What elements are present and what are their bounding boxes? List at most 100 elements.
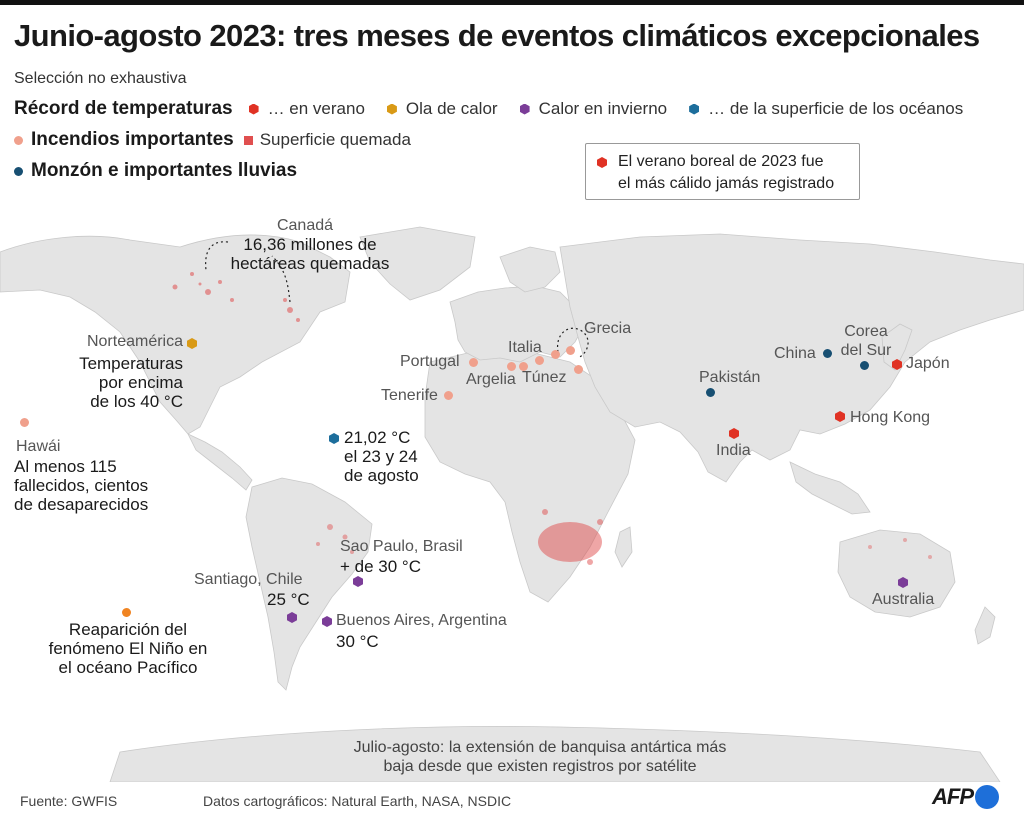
land-new-zealand — [974, 606, 996, 645]
land-asia — [559, 233, 1024, 483]
santiago-value: 25 °C — [267, 590, 310, 609]
buenos-aires-winter-heat-marker — [322, 616, 332, 627]
sao-paulo-winter-heat-marker — [353, 576, 363, 587]
china-monsoon-marker — [823, 349, 832, 358]
ocean-record-annotation: 21,02 °C el 23 y 24 de agosto — [344, 428, 419, 485]
el-nino-marker — [122, 608, 131, 617]
world-map — [0, 212, 1024, 782]
korea-monsoon-marker — [860, 361, 869, 370]
hawaii-line: Al menos 115 — [14, 457, 117, 476]
sao-paulo-value: + de 30 °C — [340, 557, 421, 576]
grecia-label: Grecia — [584, 320, 632, 337]
afp-logo-circle — [975, 785, 999, 809]
land-scandinavia — [499, 246, 561, 293]
canada-pointer — [271, 255, 291, 303]
el-nino-annotation: Reaparición del fenómeno El Niño en el o… — [28, 620, 228, 677]
land-north-america — [0, 234, 351, 435]
china-label: China — [774, 345, 816, 362]
tunisia-fire-marker — [574, 365, 583, 374]
australia-label: Australia — [872, 591, 935, 608]
portugal-label: Portugal — [400, 353, 460, 370]
algeria-fire-marker-2 — [519, 362, 528, 371]
greece-fire-marker — [566, 346, 575, 355]
india-label: India — [716, 442, 751, 459]
blue-hexagon-icon — [689, 103, 700, 115]
north-america-name: Norteamérica — [86, 333, 183, 350]
hong-kong-summer-record-marker — [835, 411, 845, 422]
na-line: por encima — [98, 373, 183, 392]
canada-name: Canadá — [276, 217, 334, 234]
ocean-line: el 23 y 24 — [344, 447, 418, 466]
page-title: Junio-agosto 2023: tres meses de eventos… — [14, 18, 980, 53]
canada-annotation: 16,36 millones de hectáreas quemadas — [220, 235, 400, 273]
buenos-aires-value: 30 °C — [336, 632, 379, 651]
north-america-annotation: Temperaturas por encima de los 40 °C — [40, 354, 183, 411]
canada-annotation-line: 16,36 millones de — [243, 235, 377, 254]
legend-label: Calor en invierno — [538, 99, 668, 118]
ocean-line: 21,02 °C — [344, 428, 411, 447]
tenerife-label: Tenerife — [381, 387, 438, 404]
legend-label: … de la superficie de los océanos — [708, 99, 964, 118]
legend-fire-row: Incendios importantes Superficie quemada — [14, 129, 433, 151]
hawaii-fire-marker — [20, 418, 29, 427]
italy-fire-marker-2 — [551, 350, 560, 359]
italy-fire-marker — [535, 356, 544, 365]
canada-label: Canadá — [240, 216, 370, 235]
korea-line: Corea — [844, 323, 888, 340]
japan-summer-record-marker — [892, 359, 902, 370]
korea-label: Corea del Sur — [836, 322, 896, 360]
north-america-heatwave-marker — [187, 338, 197, 349]
japan-label: Japón — [906, 355, 950, 372]
santiago-name: Santiago, Chile — [194, 571, 303, 588]
canada-annotation-line: hectáreas quemadas — [230, 254, 390, 273]
argelia-label: Argelia — [466, 371, 516, 388]
legend-monsoon-heading: Monzón e importantes lluvias — [31, 160, 298, 181]
burned-area-australia — [868, 538, 932, 559]
burned-area-canada — [172, 272, 300, 322]
hong-kong-label: Hong Kong — [850, 409, 931, 426]
burned-area-patches — [172, 272, 932, 565]
navy-dot-icon — [14, 166, 23, 176]
algeria-fire-marker-1 — [507, 362, 516, 371]
nino-line: Reaparición del — [68, 620, 188, 639]
land-greenland — [359, 226, 476, 301]
burned-area-africa — [538, 509, 603, 565]
nino-line: el océano Pacífico — [58, 658, 198, 677]
salmon-dot-icon — [14, 135, 23, 145]
land-central-america — [187, 433, 253, 491]
burned-area-south-america — [316, 524, 354, 554]
legend-temperature-heading: Récord de temperaturas — [14, 98, 233, 119]
india-summer-record-marker — [729, 428, 739, 439]
note-line-2: el más cálido jamás registrado — [618, 175, 835, 192]
red-square-icon — [243, 135, 253, 145]
na-line: de los 40 °C — [90, 392, 183, 411]
legend-item-heatwave: Ola de calor — [386, 99, 498, 119]
australia-winter-heat-marker — [898, 577, 908, 588]
purple-hexagon-icon — [519, 103, 530, 115]
land-madagascar — [614, 526, 633, 568]
afp-logo-text: AFP — [932, 784, 974, 809]
legend-temperature-row: Récord de temperaturas … en verano Ola d… — [14, 98, 985, 120]
land-japan — [881, 323, 913, 371]
antarctic-line: baja desde que existen registros por sat… — [383, 758, 697, 775]
na-line: Temperaturas — [79, 354, 183, 373]
top-rule — [0, 0, 1024, 5]
afp-logo: AFP — [932, 784, 999, 810]
italia-label: Italia — [508, 339, 542, 356]
legend-label: … en verano — [267, 99, 365, 118]
legend-label: Ola de calor — [405, 99, 498, 118]
hawaii-line: de desaparecidos — [14, 495, 149, 514]
legend-monsoon-row: Monzón e importantes lluvias — [14, 160, 313, 182]
land-south-america — [245, 477, 373, 691]
land-antarctica — [109, 725, 1001, 782]
legend-label: Superficie quemada — [259, 130, 411, 149]
land-australia — [837, 529, 956, 618]
hawaii-line: fallecidos, cientos — [14, 476, 149, 495]
page-subtitle: Selección no exhaustiva — [14, 70, 187, 87]
land-southeast-asia — [789, 461, 871, 515]
pakistan-monsoon-marker — [706, 388, 715, 397]
nino-line: fenómeno El Niño en — [48, 639, 208, 658]
ocean-record-marker — [329, 433, 339, 444]
yellow-hexagon-icon — [386, 103, 397, 115]
source-credit: Fuente: GWFIS — [20, 793, 118, 809]
